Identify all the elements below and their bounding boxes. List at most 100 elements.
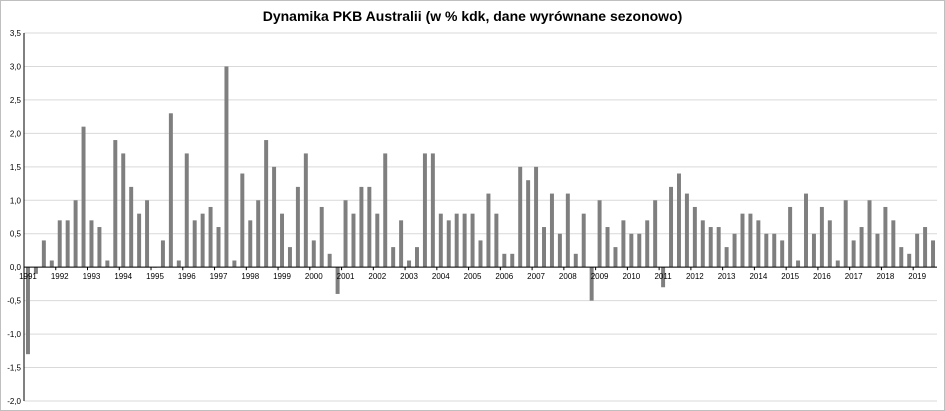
bar (311, 240, 316, 268)
bar (772, 233, 777, 268)
bar (256, 200, 261, 268)
bar (57, 220, 62, 268)
bar (653, 200, 658, 268)
bar (248, 220, 253, 268)
bar (462, 213, 467, 268)
bar (25, 267, 30, 355)
bar (415, 247, 419, 268)
bar (629, 233, 634, 268)
bar (430, 153, 435, 268)
bar (446, 220, 451, 268)
x-tick-label: 1991 (19, 272, 37, 281)
y-tick-label: 2,5 (10, 96, 22, 105)
bar (327, 253, 332, 268)
bar (899, 247, 904, 268)
bar (264, 140, 269, 268)
bar (534, 166, 539, 268)
bar (422, 153, 427, 268)
bar (780, 240, 785, 268)
bar (716, 227, 721, 268)
bar (740, 213, 745, 268)
bar (684, 193, 689, 268)
x-tick-label: 2001 (337, 272, 355, 281)
bar (105, 260, 110, 268)
bar (137, 213, 142, 268)
bar (835, 260, 840, 268)
bar (756, 220, 761, 268)
bar (851, 240, 856, 268)
bar (669, 186, 674, 268)
y-tick-label: 0,5 (10, 230, 22, 239)
bar (859, 227, 864, 268)
bar (573, 253, 578, 268)
bar (65, 220, 70, 268)
y-tick-label: -0,5 (7, 297, 21, 306)
bar (494, 213, 499, 268)
x-tick-label: 1996 (178, 272, 196, 281)
y-tick-label: 3,0 (10, 62, 22, 71)
bar (526, 180, 531, 268)
bar (621, 220, 626, 268)
x-tick-label: 1997 (210, 272, 228, 281)
bar (549, 193, 554, 268)
bar (502, 253, 507, 268)
bar (160, 240, 165, 268)
bar (764, 233, 769, 268)
bar (923, 227, 928, 268)
chart-title: Dynamika PKB Australii (w % kdk, dane wy… (262, 8, 683, 24)
bar (287, 247, 292, 268)
y-tick-label: 2,0 (10, 129, 22, 138)
bar (208, 206, 213, 268)
bar (438, 213, 443, 268)
bar (81, 126, 86, 268)
bar (319, 206, 324, 268)
bar (121, 153, 126, 268)
x-tick-label: 2010 (622, 272, 640, 281)
x-tick-label: 2007 (527, 272, 545, 281)
bar (827, 220, 832, 268)
bar (748, 213, 753, 268)
y-tick-label: 3,5 (10, 29, 22, 38)
x-tick-label: 2006 (495, 272, 513, 281)
bar (557, 233, 562, 268)
bar (510, 253, 515, 268)
x-tick-label: 2005 (464, 272, 482, 281)
bar (843, 200, 848, 268)
x-tick-label: 2012 (686, 272, 704, 281)
bar (375, 213, 380, 268)
x-tick-label: 1993 (83, 272, 101, 281)
bar (232, 260, 237, 268)
bar (407, 260, 412, 268)
x-tick-label: 1995 (146, 272, 164, 281)
bar (224, 66, 229, 268)
bar (605, 227, 610, 268)
bar (565, 193, 570, 268)
bar (788, 206, 793, 268)
bar (708, 227, 713, 268)
x-tick-label: 2011 (654, 272, 672, 281)
x-tick-label: 2019 (908, 272, 926, 281)
bar (240, 173, 245, 268)
x-tick-label: 1994 (114, 272, 132, 281)
y-tick-label: -2,0 (7, 397, 21, 406)
bar (804, 193, 808, 268)
x-tick-label: 2009 (591, 272, 609, 281)
bar (470, 213, 475, 268)
bar (97, 227, 102, 268)
bar (351, 213, 356, 268)
bar (295, 186, 300, 268)
bar (303, 153, 308, 268)
bar (176, 260, 181, 268)
bar (367, 186, 372, 268)
bar (811, 233, 816, 268)
bar (875, 233, 880, 268)
bar (700, 220, 705, 268)
y-tick-label: 1,5 (10, 163, 22, 172)
bar (49, 260, 54, 268)
x-tick-label: 2015 (781, 272, 799, 281)
bar (867, 200, 872, 268)
bar (145, 200, 150, 268)
bar (478, 240, 483, 268)
x-tick-label: 1992 (51, 272, 69, 281)
